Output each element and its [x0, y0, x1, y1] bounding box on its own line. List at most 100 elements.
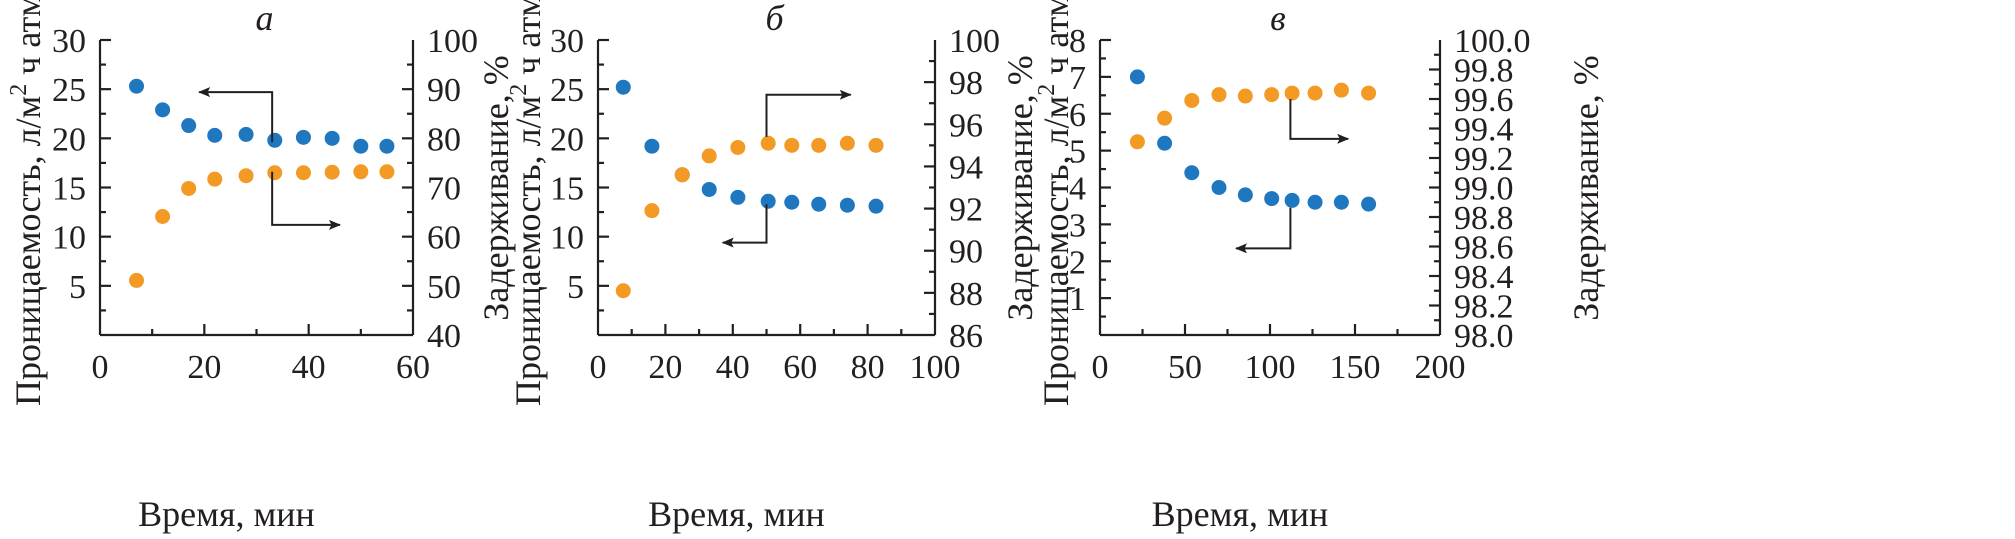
y-right-tick-label: 98	[949, 65, 983, 102]
x-tick-label: 100	[910, 349, 961, 386]
x-tick-label: 0	[92, 349, 109, 386]
retention-point	[674, 167, 690, 183]
permeability-point	[353, 138, 369, 154]
chart-panel-2: 0 20 40 60 80 100 5 10 15 20 25 30 86 88 90 92 94 96 98 100…	[506, 0, 1040, 534]
chart-panel-1: 0 20 40 6051015202530405060708090100аВремя,…	[6, 0, 516, 534]
y-right-tick-label: 92	[949, 192, 983, 229]
retention-point	[129, 272, 145, 288]
permeability-point	[701, 181, 717, 197]
permeability-point	[1284, 192, 1300, 208]
x-tick-label: 50	[1168, 349, 1202, 386]
retention-point	[181, 180, 197, 196]
y-left-tick-label: 5	[567, 269, 584, 306]
retention-point	[839, 135, 855, 151]
permeability-point	[644, 138, 660, 154]
permeability-point	[1237, 187, 1253, 203]
y-right-tick-label: 90	[949, 234, 983, 271]
retention-point	[1129, 134, 1145, 150]
retention-point	[1307, 85, 1323, 101]
permeability-point	[784, 194, 800, 210]
y-left-tick-label: 15	[52, 171, 86, 208]
permeability-point	[811, 196, 827, 212]
retention-point	[1284, 85, 1300, 101]
retention-point	[1157, 110, 1173, 126]
x-tick-label: 200	[1415, 349, 1466, 386]
x-tick-label: 20	[187, 349, 221, 386]
x-tick-label: 100	[1245, 349, 1296, 386]
retention-point	[1264, 87, 1280, 103]
permeability-point	[267, 132, 283, 148]
retention-point	[379, 164, 395, 180]
retention-point	[1333, 82, 1349, 98]
y-right-tick-label: 99.2	[1454, 141, 1514, 178]
x-tick-label: 150	[1330, 349, 1381, 386]
y-right-axis-title: Задерживание, %	[476, 55, 516, 320]
y-right-tick-label: 99.6	[1454, 82, 1514, 119]
y-left-tick-label: 4	[1069, 171, 1086, 208]
permeability-point	[207, 127, 223, 143]
retention-point	[267, 165, 283, 181]
x-tick-label: 0	[590, 349, 607, 386]
x-tick-label: 20	[648, 349, 682, 386]
axis-pointer-arrow	[721, 204, 768, 248]
panel-letter: б	[765, 0, 785, 38]
y-left-tick-label: 25	[52, 72, 86, 109]
retention-point	[701, 148, 717, 164]
retention-point	[353, 164, 369, 180]
y-right-tick-label: 40	[427, 318, 461, 355]
x-axis-title: Время, мин	[138, 494, 315, 534]
y-right-tick-label: 99.4	[1454, 112, 1514, 149]
permeability-point	[1157, 135, 1173, 151]
permeability-point	[1184, 165, 1200, 181]
retention-point	[324, 164, 340, 180]
permeability-point	[1361, 196, 1377, 212]
y-right-tick-label: 98.0	[1454, 318, 1514, 355]
permeability-point	[181, 118, 197, 134]
x-tick-label: 40	[292, 349, 326, 386]
retention-point	[615, 283, 631, 299]
permeability-point	[295, 129, 311, 145]
y-right-tick-label: 88	[949, 276, 983, 313]
y-right-tick-label: 100.0	[1454, 23, 1531, 60]
permeability-point	[730, 189, 746, 205]
permeability-point	[1264, 191, 1280, 207]
permeability-point	[1333, 194, 1349, 210]
permeability-point	[129, 78, 145, 94]
panel-letter: а	[256, 0, 274, 38]
y-right-tick-label: 80	[427, 121, 461, 158]
permeability-point	[868, 198, 884, 214]
retention-point	[760, 135, 776, 151]
retention-point	[155, 209, 171, 225]
y-left-axis-title: Проницаемость, л/м2 ч атм	[6, 0, 48, 406]
retention-point	[868, 137, 884, 153]
y-left-tick-label: 10	[550, 220, 584, 257]
y-right-tick-label: 98.4	[1454, 259, 1514, 296]
retention-point	[295, 165, 311, 181]
y-left-tick-label: 1	[1069, 281, 1086, 318]
y-right-tick-label: 90	[427, 72, 461, 109]
y-right-tick-label: 100	[427, 23, 478, 60]
y-right-tick-label: 96	[949, 107, 983, 144]
permeability-point	[1211, 180, 1227, 195]
retention-point	[1361, 85, 1377, 101]
permeability-point	[615, 79, 631, 95]
y-right-tick-label: 50	[427, 269, 461, 306]
permeability-point	[324, 130, 340, 146]
permeability-point	[379, 138, 395, 154]
y-left-tick-label: 30	[52, 23, 86, 60]
axis-pointer-arrow	[1289, 99, 1350, 144]
y-left-tick-label: 7	[1069, 60, 1086, 97]
retention-point	[784, 137, 800, 153]
y-left-tick-label: 5	[1069, 134, 1086, 171]
y-left-tick-label: 3	[1069, 207, 1086, 244]
x-axis-title: Время, мин	[1152, 494, 1329, 534]
y-right-tick-label: 98.8	[1454, 200, 1514, 237]
y-right-tick-label: 98.2	[1454, 289, 1514, 326]
permeability-point	[1129, 69, 1145, 85]
y-right-tick-label: 100	[949, 23, 1000, 60]
y-right-axis-title: Задерживание, %	[1566, 55, 1606, 320]
x-axis-title: Время, мин	[648, 494, 825, 534]
axis-pointer-arrow	[765, 89, 852, 137]
